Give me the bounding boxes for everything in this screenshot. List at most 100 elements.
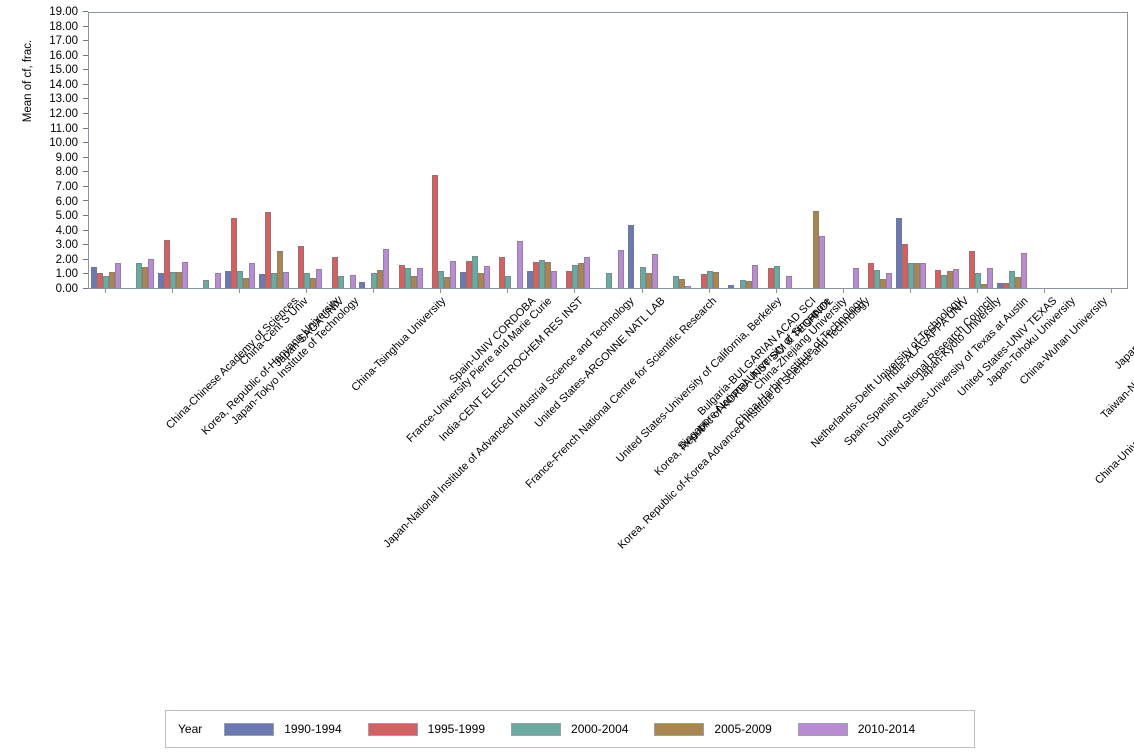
x-tick-mark: [306, 289, 308, 293]
bar: [975, 272, 982, 288]
bar: [919, 262, 926, 288]
y-tick-label: 13.00: [49, 92, 88, 106]
bar-group: [424, 13, 458, 288]
bar: [499, 256, 506, 288]
bar: [953, 269, 960, 288]
bar: [242, 277, 249, 288]
bar: [331, 257, 338, 288]
legend-entry[interactable]: 2000-2004: [511, 722, 628, 736]
bar-group: [491, 13, 525, 288]
bar: [282, 271, 289, 288]
bar: [465, 261, 472, 288]
bar: [526, 270, 533, 288]
bar: [371, 273, 378, 288]
bar: [746, 281, 753, 288]
legend-entry[interactable]: 1990-1994: [224, 722, 342, 736]
x-tick-mark: [440, 289, 442, 293]
bar: [410, 276, 417, 288]
bar-group: [995, 13, 1029, 288]
y-tick-label: 1.00: [56, 267, 88, 281]
x-tick-mark: [238, 289, 240, 293]
bar: [969, 250, 976, 288]
bar: [236, 270, 243, 288]
x-tick-mark: [574, 289, 576, 293]
bar: [444, 277, 451, 288]
bar: [316, 269, 323, 288]
bar-group: [693, 13, 727, 288]
bar: [258, 274, 265, 288]
bar: [349, 274, 356, 288]
bar: [1002, 282, 1009, 288]
bar: [163, 239, 170, 288]
bar: [517, 240, 524, 288]
x-axis-label: Japan-IWATE UNIV: [1111, 295, 1134, 372]
bar: [813, 210, 820, 288]
bar: [359, 282, 366, 288]
bar: [819, 236, 826, 288]
legend-entry[interactable]: 1995-1999: [367, 722, 486, 736]
legend-swatch: [654, 722, 705, 736]
bar: [1008, 270, 1015, 288]
bar: [1020, 253, 1027, 288]
bar: [752, 264, 759, 288]
bar-group: [558, 13, 592, 288]
bar: [142, 266, 149, 288]
bar: [852, 268, 859, 288]
bar: [550, 271, 557, 288]
bar: [874, 269, 881, 288]
bar: [416, 268, 423, 288]
bar-group: [156, 13, 190, 288]
bar: [404, 268, 411, 288]
bar-group: [458, 13, 492, 288]
bar-group: [324, 13, 358, 288]
legend-label: 1995-1999: [427, 722, 486, 736]
bar: [886, 273, 893, 288]
bar-group: [257, 13, 291, 288]
bar: [706, 270, 713, 288]
bar: [618, 250, 624, 288]
bar-group: [189, 13, 223, 288]
y-tick-label: 0.00: [56, 282, 88, 296]
bar: [773, 266, 780, 288]
legend-title: Year: [178, 722, 203, 736]
bar: [169, 271, 176, 288]
bar: [148, 258, 155, 288]
bar: [868, 262, 875, 288]
legend-label: 2000-2004: [571, 722, 629, 736]
bar: [627, 225, 634, 288]
bar: [102, 275, 109, 288]
bar: [215, 273, 222, 288]
y-tick-label: 9.00: [56, 151, 88, 165]
bar: [907, 262, 914, 288]
bar: [90, 266, 97, 288]
bar-group: [793, 13, 827, 288]
y-tick-label: 2.00: [56, 253, 88, 267]
legend-entry[interactable]: 2005-2009: [654, 722, 772, 736]
bar-group: [760, 13, 794, 288]
bar: [935, 269, 942, 288]
x-tick-mark: [641, 289, 643, 293]
bar-group: [290, 13, 324, 288]
bar-group: [391, 13, 425, 288]
x-tick-mark: [507, 289, 509, 293]
bar: [987, 267, 994, 288]
bar: [483, 266, 490, 288]
bar-group: [1062, 13, 1096, 288]
bar: [270, 272, 277, 288]
bar: [337, 275, 344, 288]
y-tick-label: 3.00: [56, 238, 88, 252]
legend-entry[interactable]: 2010-2014: [797, 722, 915, 736]
bar: [438, 270, 445, 288]
legend-swatch: [511, 722, 562, 736]
y-tick-label: 15.00: [49, 63, 88, 77]
bar-group: [525, 13, 559, 288]
x-tick-mark: [1111, 289, 1113, 293]
bar: [544, 261, 551, 288]
bar: [248, 262, 255, 288]
bar: [114, 263, 121, 288]
bar: [224, 271, 231, 288]
bar: [913, 262, 920, 288]
bar: [157, 272, 164, 288]
legend: Year 1990-1994 1995-1999 2000-2004 2005-200…: [165, 710, 975, 748]
x-tick-mark: [1044, 289, 1046, 293]
